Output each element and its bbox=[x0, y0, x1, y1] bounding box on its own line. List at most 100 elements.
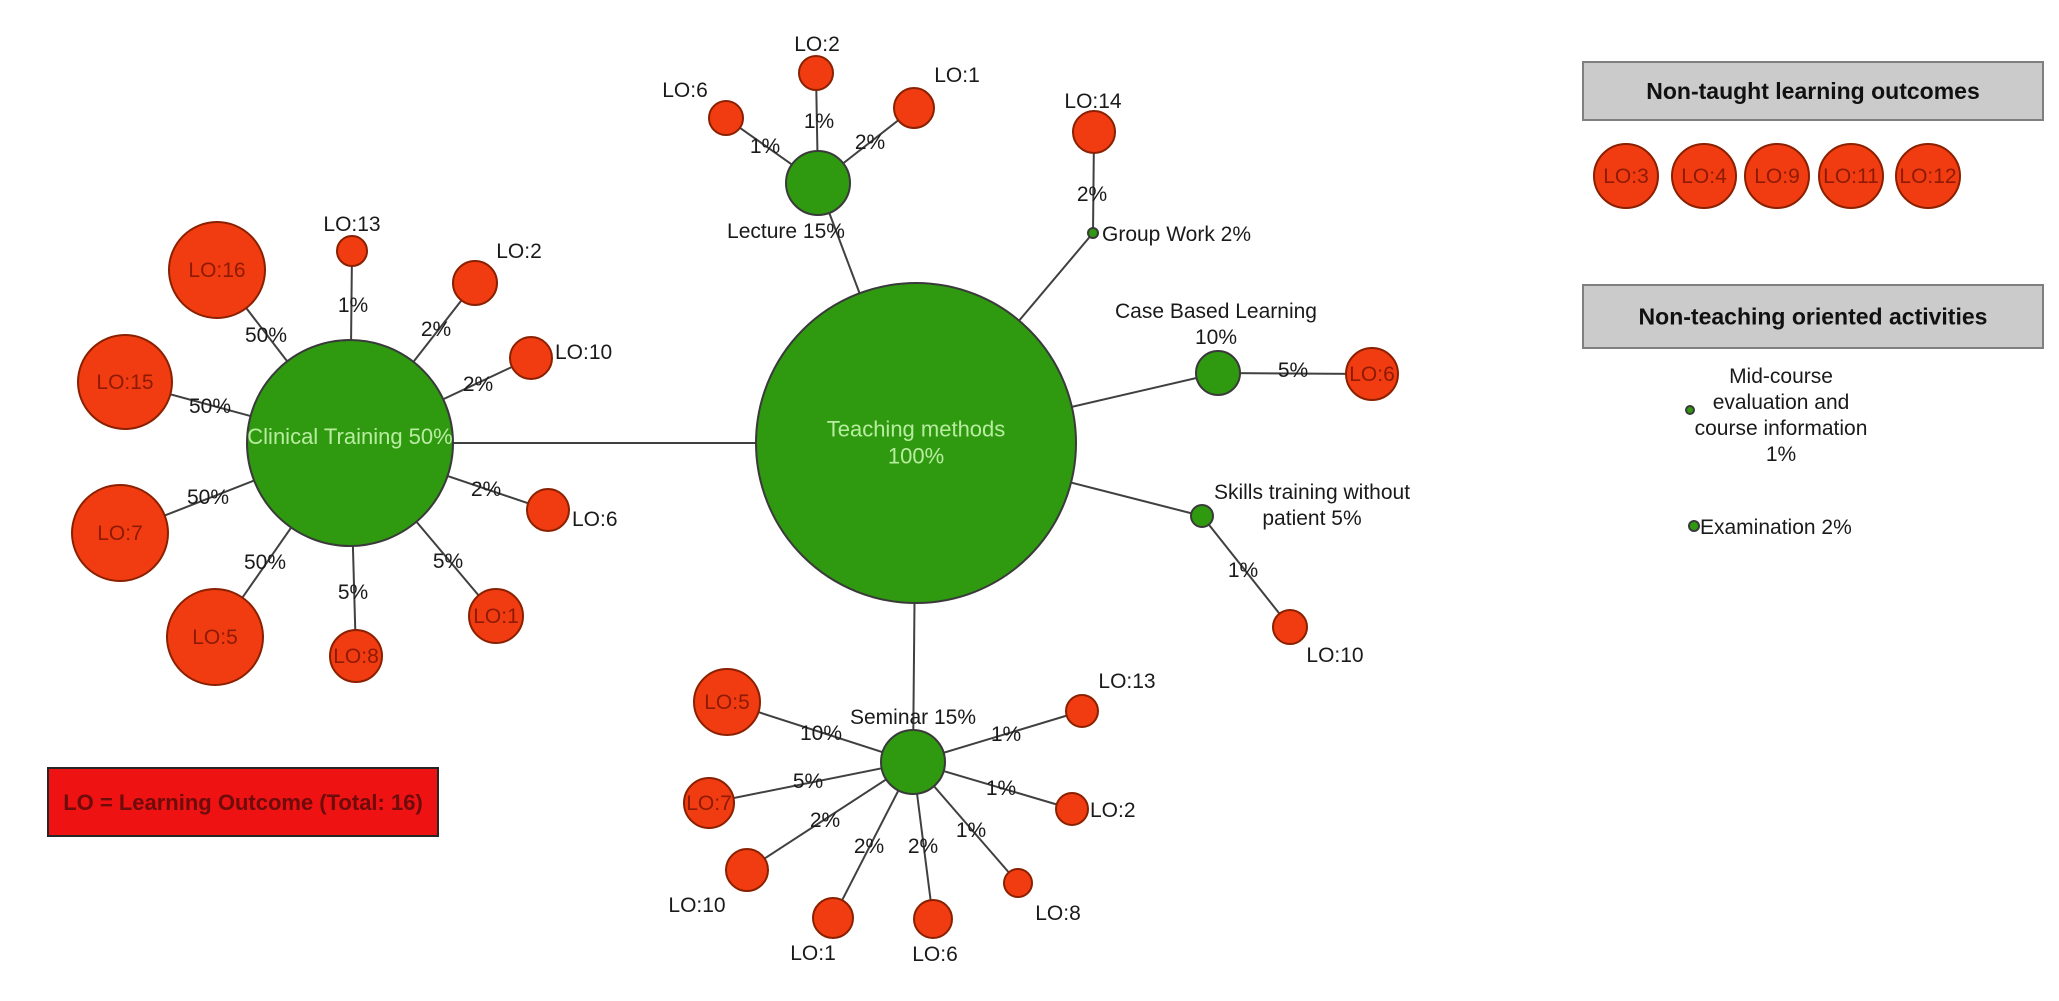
node-label-mid-course-line-0: Mid-course bbox=[1729, 365, 1833, 388]
node-label-clinical-lo13-line-0: LO:13 bbox=[323, 213, 380, 236]
node-label-teaching-line-0: Teaching methods bbox=[827, 417, 1006, 442]
node-nontaught-lo9 bbox=[1744, 143, 1810, 209]
edge-label-lecture--lecture-lo6: 1% bbox=[750, 135, 780, 158]
edge-label-clinical--clinical-lo16: 50% bbox=[245, 324, 287, 347]
panel-non-taught-box bbox=[1582, 61, 2044, 121]
edge-label-seminar--seminar-lo5: 10% bbox=[800, 722, 842, 745]
node-label-seminar-lo13-line-0: LO:13 bbox=[1098, 670, 1155, 693]
node-seminar-lo1 bbox=[812, 897, 854, 939]
node-label-teaching-line-1: 100% bbox=[888, 444, 944, 469]
node-label-nontaught-lo11-line-0: LO:11 bbox=[1823, 165, 1879, 188]
node-seminar-lo13 bbox=[1065, 694, 1099, 728]
edge-label-clinical--clinical-lo2: 2% bbox=[421, 318, 451, 341]
node-label-case-based-learning-line-1: 10% bbox=[1195, 326, 1237, 349]
node-label-lecture-lo1-line-0: LO:1 bbox=[934, 64, 980, 87]
edge-label-clinical--clinical-lo13: 1% bbox=[338, 294, 368, 317]
legend-label: LO = Learning Outcome (Total: 16) bbox=[63, 790, 423, 815]
node-group-work bbox=[1087, 227, 1099, 239]
node-clinical-lo2 bbox=[452, 260, 498, 306]
node-label-case-based-learning-line-0: Case Based Learning bbox=[1115, 300, 1317, 323]
edge-seminar--seminar-lo10 bbox=[746, 761, 914, 871]
nodes-layer bbox=[71, 55, 1961, 939]
edge-seminar--seminar-lo7 bbox=[708, 761, 914, 804]
node-label-nontaught-lo4-line-0: LO:4 bbox=[1681, 165, 1727, 188]
node-clinical bbox=[246, 339, 454, 547]
node-clinical-lo13 bbox=[336, 235, 368, 267]
node-label-clinical-lo15-line-0: LO:15 bbox=[96, 371, 153, 394]
node-case-based-learning bbox=[1195, 350, 1241, 396]
node-label-seminar-lo2-line-0: LO:2 bbox=[1090, 799, 1136, 822]
edge-skills-training--skills-lo10 bbox=[1201, 515, 1291, 628]
edge-label-seminar--seminar-lo10: 2% bbox=[810, 809, 840, 832]
node-label-groupwork-lo14-line-0: LO:14 bbox=[1064, 90, 1122, 113]
edge-label-group-work--groupwork-lo14: 2% bbox=[1077, 183, 1107, 206]
node-clinical-lo6 bbox=[526, 488, 570, 532]
node-label-clinical-lo10-line-0: LO:10 bbox=[555, 341, 612, 364]
edge-label-seminar--seminar-lo13: 1% bbox=[991, 723, 1021, 746]
edge-label-clinical--clinical-lo1: 5% bbox=[433, 550, 463, 573]
node-lecture bbox=[785, 150, 851, 216]
node-label-clinical-lo2-line-0: LO:2 bbox=[496, 240, 542, 263]
node-label-nontaught-lo3-line-0: LO:3 bbox=[1603, 165, 1649, 188]
node-seminar-lo2 bbox=[1055, 792, 1089, 826]
panel-non-teaching-title: Non-teaching oriented activities bbox=[1639, 304, 1988, 330]
node-nontaught-lo12 bbox=[1895, 143, 1961, 209]
panels-layer: Non-taught learning outcomes Non-teaching… bbox=[47, 61, 2044, 837]
node-skills-training bbox=[1190, 504, 1214, 528]
node-seminar-lo8 bbox=[1003, 868, 1033, 898]
node-label-seminar-lo8-line-0: LO:8 bbox=[1035, 902, 1081, 925]
node-label-clinical-lo5-line-0: LO:5 bbox=[192, 626, 238, 649]
node-label-seminar-lo6-line-0: LO:6 bbox=[912, 943, 958, 966]
node-label-clinical-lo7-line-0: LO:7 bbox=[97, 522, 143, 545]
node-clinical-lo16 bbox=[168, 221, 266, 319]
node-seminar-lo7 bbox=[683, 777, 735, 829]
node-label-seminar-lo7-line-0: LO:7 bbox=[686, 792, 732, 815]
node-teaching bbox=[755, 282, 1077, 604]
node-examination bbox=[1688, 520, 1700, 532]
node-label-nontaught-lo9-line-0: LO:9 bbox=[1754, 165, 1800, 188]
node-nontaught-lo3 bbox=[1593, 143, 1659, 209]
edge-label-seminar--seminar-lo1: 2% bbox=[854, 835, 884, 858]
node-clinical-lo8 bbox=[329, 629, 383, 683]
node-label-clinical-lo16-line-0: LO:16 bbox=[188, 259, 245, 282]
edge-label-case-based-learning--cbl-lo6: 5% bbox=[1278, 359, 1308, 382]
node-label-lecture-lo2-line-0: LO:2 bbox=[794, 33, 840, 56]
edge-label-clinical--clinical-lo6: 2% bbox=[471, 478, 501, 501]
legend-box bbox=[47, 767, 439, 837]
node-label-seminar-lo10-line-0: LO:10 bbox=[668, 894, 725, 917]
edge-label-skills-training--skills-lo10: 1% bbox=[1228, 559, 1258, 582]
node-seminar-lo10 bbox=[725, 848, 769, 892]
node-skills-lo10 bbox=[1272, 609, 1308, 645]
panel-non-taught-title: Non-taught learning outcomes bbox=[1646, 78, 1980, 104]
node-label-seminar-lo1-line-0: LO:1 bbox=[790, 942, 836, 965]
node-label-mid-course-line-1: evaluation and bbox=[1713, 391, 1850, 414]
node-clinical-lo1 bbox=[468, 588, 524, 644]
node-seminar-lo5 bbox=[693, 668, 761, 736]
node-label-mid-course-line-3: 1% bbox=[1766, 443, 1796, 466]
labels-layer: 50%1%2%2%50%50% 2%50%5%5%1%1%2%2%5%1%10%5… bbox=[96, 33, 1956, 966]
edge-label-clinical--clinical-lo5: 50% bbox=[244, 551, 286, 574]
node-clinical-lo7 bbox=[71, 484, 169, 582]
edge-label-lecture--lecture-lo1: 2% bbox=[855, 131, 885, 154]
node-label-seminar-lo5-line-0: LO:5 bbox=[704, 691, 750, 714]
edge-label-clinical--clinical-lo7: 50% bbox=[187, 486, 229, 509]
node-lecture-lo2 bbox=[798, 55, 834, 91]
node-seminar bbox=[880, 729, 946, 795]
node-cbl-lo6 bbox=[1345, 347, 1399, 401]
node-clinical-lo10 bbox=[509, 336, 553, 380]
node-label-group-work-line-0: Group Work 2% bbox=[1102, 223, 1251, 246]
panel-non-teaching-box bbox=[1582, 284, 2044, 349]
node-label-lecture-lo6-line-0: LO:6 bbox=[662, 79, 708, 102]
edge-label-clinical--clinical-lo15: 50% bbox=[189, 395, 231, 418]
node-mid-course bbox=[1685, 405, 1695, 415]
node-seminar-lo6 bbox=[913, 899, 953, 939]
edge-label-seminar--seminar-lo2: 1% bbox=[986, 777, 1016, 800]
node-label-lecture-line-0: Lecture 15% bbox=[727, 220, 845, 243]
node-nontaught-lo11 bbox=[1818, 143, 1884, 209]
edge-label-clinical--clinical-lo8: 5% bbox=[338, 581, 368, 604]
node-label-clinical-lo8-line-0: LO:8 bbox=[333, 645, 379, 668]
node-label-nontaught-lo12-line-0: LO:12 bbox=[1899, 165, 1956, 188]
node-label-clinical-lo6-line-0: LO:6 bbox=[572, 508, 618, 531]
node-label-clinical-line-0: Clinical Training 50% bbox=[247, 424, 452, 449]
